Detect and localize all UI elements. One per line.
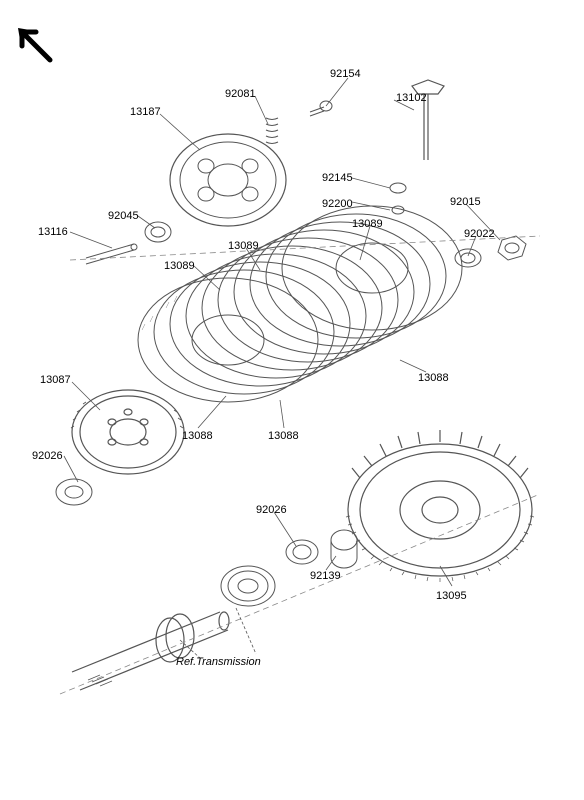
part-label-92026a: 92026 [32, 450, 63, 462]
part-label-13187: 13187 [130, 106, 161, 118]
part-label-13087: 13087 [40, 374, 71, 386]
part-label-13089a: 13089 [352, 218, 383, 230]
part-label-13095: 13095 [436, 590, 467, 602]
ref-transmission-text: Ref.Transmission [176, 656, 261, 668]
part-label-92081: 92081 [225, 88, 256, 100]
part-label-13088c: 13088 [268, 430, 299, 442]
part-label-92045: 92045 [108, 210, 139, 222]
part-label-13088a: 13088 [418, 372, 449, 384]
parts-illustration [0, 0, 584, 800]
part-label-13089c: 13089 [164, 260, 195, 272]
part-label-92139: 92139 [310, 570, 341, 582]
part-label-92145: 92145 [322, 172, 353, 184]
part-label-92026b: 92026 [256, 504, 287, 516]
part-label-92015: 92015 [450, 196, 481, 208]
diagram-container: 13187 92081 92154 13102 92045 13116 92145 92200… [0, 0, 584, 800]
part-label-13089b: 13089 [228, 240, 259, 252]
part-label-92022: 92022 [464, 228, 495, 240]
part-label-13102: 13102 [396, 92, 427, 104]
part-label-13088b: 13088 [182, 430, 213, 442]
part-label-92154: 92154 [330, 68, 361, 80]
part-label-92200: 92200 [322, 198, 353, 210]
part-label-13116: 13116 [38, 226, 68, 238]
